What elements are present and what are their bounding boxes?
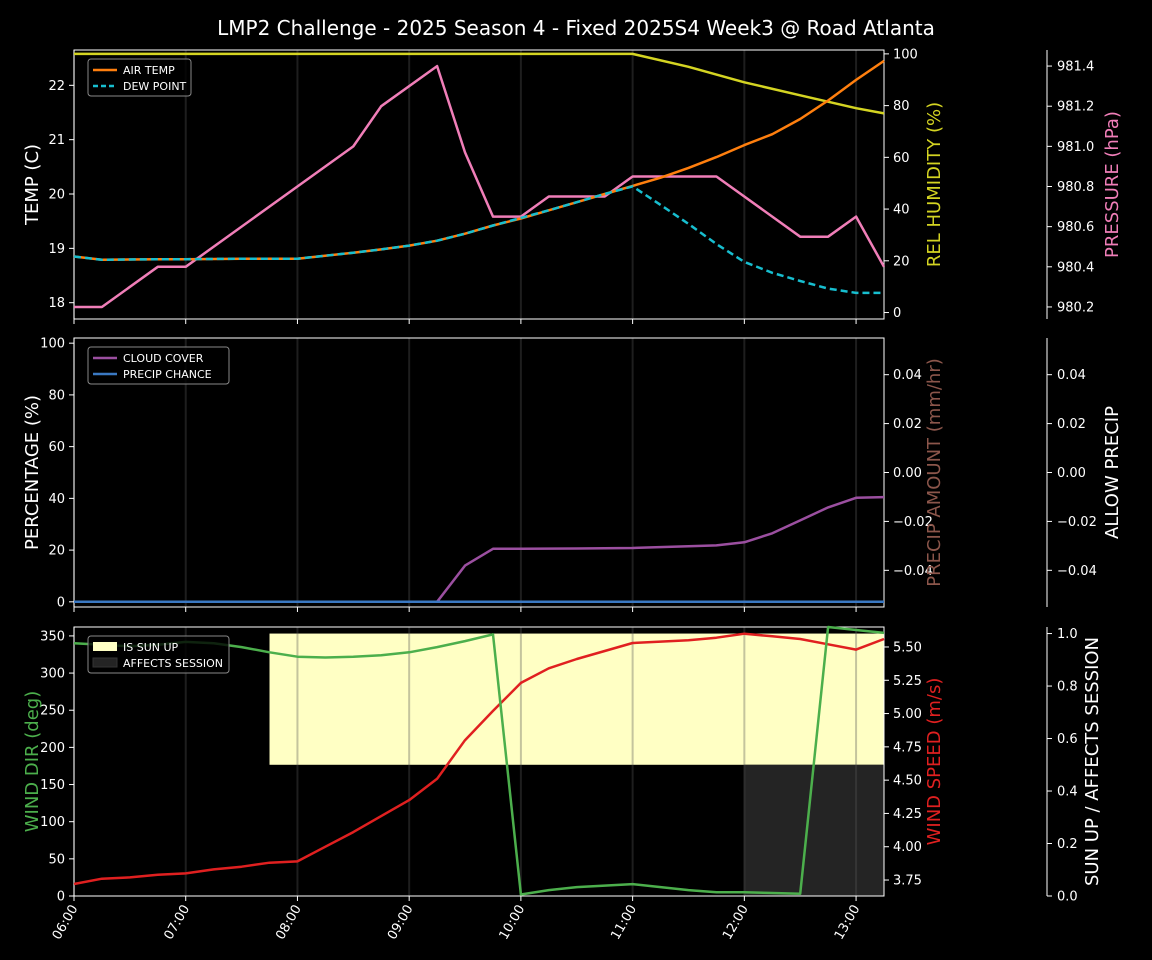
left-axis-title: TEMP (C) — [22, 144, 43, 226]
outer-axis-title: ALLOW PRECIP — [1102, 406, 1123, 539]
left-tick-label: 100 — [40, 815, 65, 830]
right-tick-label: 0.04 — [893, 368, 922, 383]
left-tick-label: 40 — [48, 492, 65, 507]
left-tick-label: 250 — [40, 704, 65, 719]
outer-tick-label: 0.8 — [1057, 680, 1078, 695]
outer-tick-label: −0.04 — [1057, 564, 1097, 579]
outer-tick-label: 980.2 — [1057, 300, 1094, 315]
right-axis-title: PRECIP AMOUNT (mm/hr) — [924, 358, 945, 587]
left-tick-label: 0 — [57, 595, 65, 610]
right-tick-label: 0 — [893, 306, 901, 321]
panel-2: 0 20 40 60 80 100 −0.04 −0.02 0.00 0.02 0.04 −0.04 −… — [22, 337, 1123, 612]
right-axis-title: WIND SPEED (m/s) — [924, 678, 945, 846]
right-tick-label: −0.02 — [893, 515, 933, 530]
outer-tick-label: 0.02 — [1057, 417, 1086, 432]
outer-tick-label: 981.4 — [1057, 60, 1094, 75]
left-tick-label: 20 — [48, 188, 65, 203]
left-tick-label: 100 — [40, 337, 65, 352]
rel-humidity-line — [74, 52, 885, 115]
affects-session-band — [744, 764, 884, 896]
outer-tick-label: 0.2 — [1057, 837, 1078, 852]
right-tick-label: 4.50 — [893, 774, 922, 789]
outer-tick-label: 980.6 — [1057, 220, 1094, 235]
outer-tick-label: 0.0 — [1057, 890, 1078, 905]
wind-speed-line — [73, 632, 885, 886]
outer-tick-label: 981.2 — [1057, 100, 1094, 115]
left-tick-label: 200 — [40, 741, 65, 756]
right-tick-label: 100 — [893, 47, 918, 62]
legend-swatch-is-sun-up — [93, 642, 117, 651]
chart-title: LMP2 Challenge - 2025 Season 4 - Fixed 2… — [217, 16, 935, 40]
right-tick-label: 40 — [893, 203, 910, 218]
left-tick-label: 18 — [48, 296, 65, 311]
legend-label-air-temp: AIR TEMP — [123, 64, 175, 77]
outer-tick-label: 1.0 — [1057, 627, 1078, 642]
outer-tick-label: 980.4 — [1057, 260, 1094, 275]
legend-box — [87, 635, 230, 674]
left-tick-label: 20 — [48, 544, 65, 559]
outer-tick-label: −0.02 — [1057, 515, 1097, 530]
left-axis-title: PERCENTAGE (%) — [22, 395, 43, 550]
left-tick-label: 80 — [48, 388, 65, 403]
outer-tick-label: 0.00 — [1057, 466, 1086, 481]
right-tick-label: 4.00 — [893, 840, 922, 855]
right-tick-label: 4.25 — [893, 807, 922, 822]
panel-frame — [73, 626, 885, 897]
right-axis-title: REL HUMIDITY (%) — [924, 102, 945, 267]
left-tick-label: 0 — [57, 890, 65, 905]
outer-tick-label: 980.8 — [1057, 180, 1094, 195]
right-tick-label: 5.25 — [893, 674, 922, 689]
panel-3: 0 50 100 150 200 250 300 350 3.75 4.00 4.25 4.50 4.7… — [22, 625, 1103, 942]
left-tick-label: 60 — [48, 440, 65, 455]
is-sun-up-band — [269, 633, 885, 765]
right-tick-label: 20 — [893, 254, 910, 269]
left-axis-title: WIND DIR (deg) — [22, 691, 43, 833]
outer-axis-title: SUN UP / AFFECTS SESSION — [1082, 637, 1103, 886]
legend-label-dew-point: DEW POINT — [123, 80, 187, 93]
legend-label-cloud-cover: CLOUD COVER — [123, 352, 204, 365]
outer-axis-title: PRESSURE (hPa) — [1102, 111, 1123, 258]
panel-frame — [73, 49, 885, 320]
right-tick-label: 5.50 — [893, 640, 922, 655]
right-tick-label: −0.04 — [893, 564, 933, 579]
left-tick-label: 22 — [48, 79, 65, 94]
outer-tick-label: 0.04 — [1057, 368, 1086, 383]
right-tick-label: 3.75 — [893, 874, 922, 889]
right-tick-label: 0.00 — [893, 466, 922, 481]
panel-1: 18 19 20 21 22 0 20 40 60 80 100 980.2 980.4 980.6 980… — [22, 47, 1123, 324]
right-tick-label: 0.02 — [893, 417, 922, 432]
chart-layer: 18 19 20 21 22 0 20 40 60 80 100 980.2 980.4 980.6 980… — [22, 47, 1123, 942]
outer-tick-label: 0.4 — [1057, 785, 1078, 800]
left-tick-label: 21 — [48, 133, 65, 148]
legend-label-precip-chance: PRECIP CHANCE — [123, 368, 212, 381]
outer-tick-label: 0.6 — [1057, 732, 1078, 747]
pressure-line — [74, 64, 886, 309]
left-tick-label: 19 — [48, 242, 65, 257]
right-tick-label: 60 — [893, 151, 910, 166]
left-tick-label: 300 — [40, 667, 65, 682]
left-tick-label: 350 — [40, 629, 65, 644]
legend-label-affects-session: AFFECTS SESSION — [123, 657, 223, 670]
right-tick-label: 4.75 — [893, 740, 922, 755]
right-tick-label: 80 — [893, 99, 910, 114]
left-tick-label: 150 — [40, 778, 65, 793]
legend-swatch-affects-session — [92, 657, 118, 668]
legend-box — [87, 346, 230, 385]
left-tick-label: 50 — [48, 852, 65, 867]
dew-point-line — [73, 185, 884, 295]
outer-tick-label: 981.0 — [1057, 140, 1094, 155]
right-tick-label: 5.00 — [893, 707, 922, 722]
cloud-cover-line — [74, 495, 885, 604]
legend-label-is-sun-up: IS SUN UP — [123, 641, 179, 654]
